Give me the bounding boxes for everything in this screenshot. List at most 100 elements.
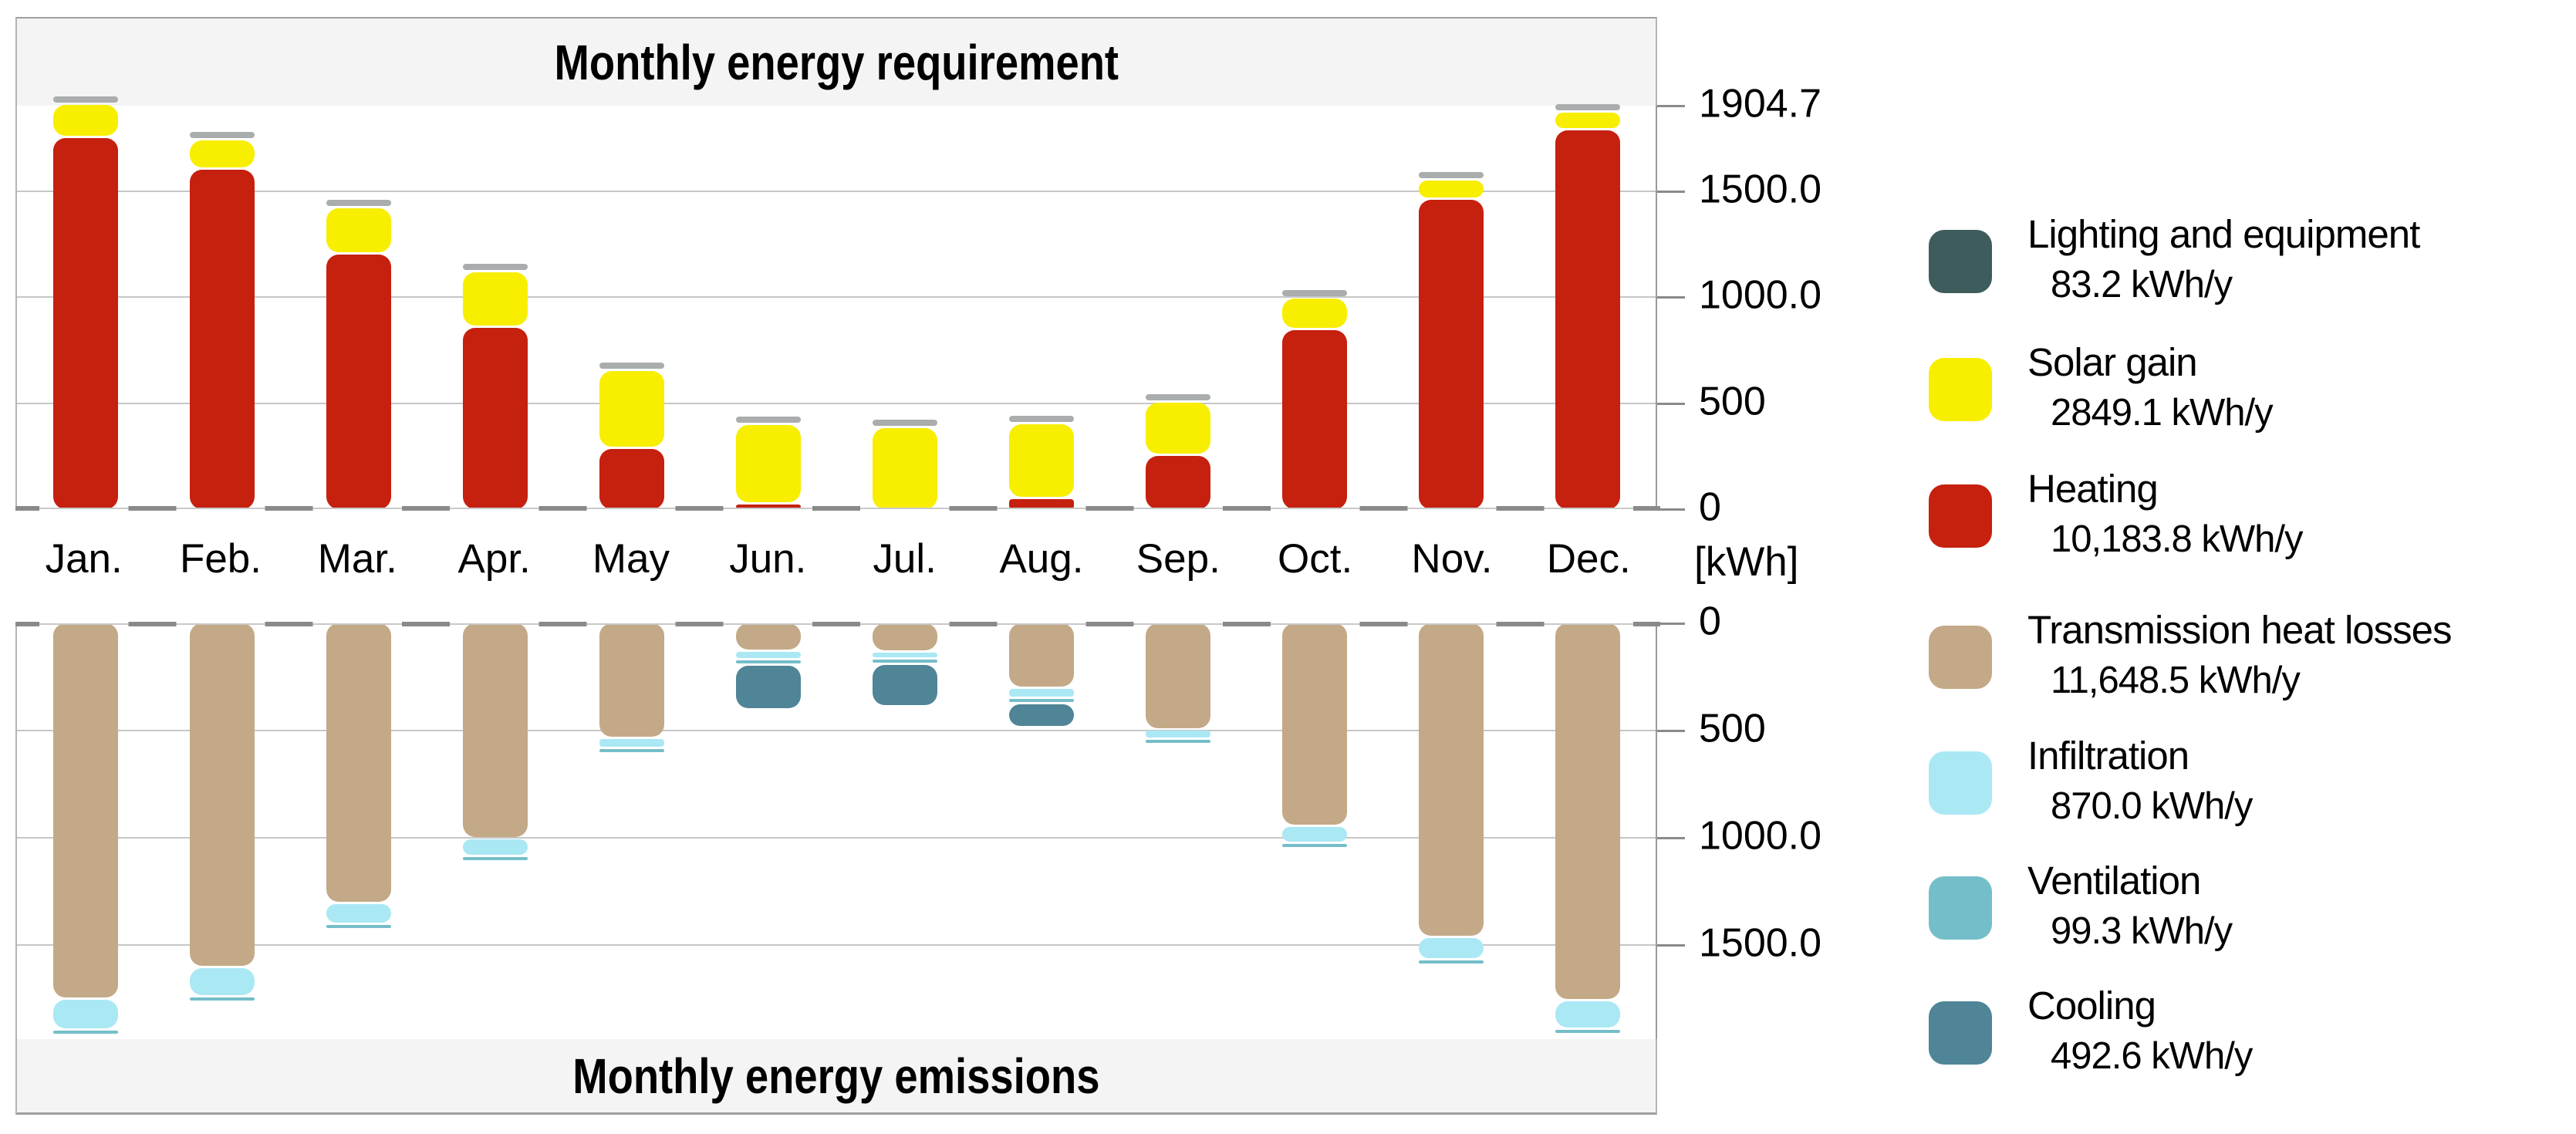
legend-swatch-icon: [1929, 751, 1992, 815]
legend-item-lighting-and-equipment: Lighting and equipment 83.2 kWh/y: [1929, 210, 2420, 310]
bar-stack-nov: [1383, 623, 1519, 1039]
lighting-segment: [326, 200, 391, 207]
legend-swatch-icon: [1929, 484, 1992, 548]
bar-stack-feb: [154, 106, 290, 509]
month-label-jan: Jan.: [45, 535, 123, 582]
month-label-apr: Apr.: [457, 535, 531, 582]
bar-stack-sep: [1109, 106, 1246, 509]
legend-label: Infiltration: [2027, 734, 2189, 778]
bar-stack-oct: [1246, 623, 1383, 1039]
lighting-segment: [189, 132, 255, 139]
ventilation-segment: [735, 660, 801, 663]
transmission-segment: [735, 623, 801, 650]
heating-segment: [326, 255, 391, 509]
ventilation-segment: [1418, 960, 1484, 964]
legend-label: Transmission heat losses: [2027, 608, 2453, 652]
lighting-segment: [1008, 415, 1074, 422]
infiltration-segment: [189, 968, 255, 996]
bar-stack-feb: [154, 623, 290, 1039]
y-tick-mark: [1657, 402, 1685, 405]
month-label-mar: Mar.: [317, 535, 397, 582]
bar-stack-jan: [17, 96, 154, 509]
gridline-500: [17, 402, 1656, 404]
legend-item-infiltration: Infiltration 870.0 kWh/y: [1929, 731, 2253, 832]
legend-swatch-icon: [1929, 230, 1992, 293]
legend-value: 492.6 kWh/y: [2051, 1035, 2253, 1077]
legend-item-transmission-heat-losses: Transmission heat losses 11,648.5 kWh/y: [1929, 606, 2453, 706]
solar-gain-segment: [1418, 181, 1484, 198]
legend-value: 99.3 kWh/y: [2051, 910, 2233, 952]
gridline-1000: [17, 296, 1656, 299]
legend-item-cooling: Cooling 492.6 kWh/y: [1929, 981, 2253, 1082]
transmission-segment: [599, 623, 664, 737]
bar-stack-apr: [427, 106, 563, 509]
legend-text: Infiltration 870.0 kWh/y: [2027, 731, 2253, 832]
solar-gain-segment: [1008, 424, 1074, 498]
requirement-plot-area: [15, 96, 1660, 511]
y-tick-mark: [1657, 191, 1685, 194]
solar-gain-segment: [735, 424, 801, 502]
heating-segment: [52, 138, 118, 509]
lighting-segment: [599, 363, 664, 370]
solar-gain-segment: [1145, 403, 1210, 454]
gridline-1000: [17, 837, 1656, 839]
legend-swatch-icon: [1929, 626, 1992, 689]
bar-stack-nov: [1383, 106, 1519, 509]
month-label-nov: Nov.: [1411, 535, 1493, 582]
emissions-chart: Monthly energy emissions: [15, 622, 1660, 1115]
emissions-title-band: Monthly energy emissions: [15, 1039, 1657, 1115]
solar-gain-segment: [1281, 298, 1347, 328]
bar-stack-jul: [836, 106, 973, 509]
legend-value: 11,648.5 kWh/y: [2051, 660, 2301, 701]
month-label-may: May: [592, 535, 670, 582]
infiltration-segment: [1145, 731, 1210, 737]
lighting-segment: [1418, 172, 1484, 179]
transmission-segment: [872, 623, 937, 651]
bar-stack-jan: [17, 623, 154, 1039]
legend-item-solar-gain: Solar gain 2849.1 kWh/y: [1929, 338, 2274, 438]
legend-swatch-icon: [1929, 358, 1992, 421]
y-tick-mark: [1657, 944, 1685, 947]
heating-segment: [599, 448, 664, 509]
legend-label: Cooling: [2027, 984, 2156, 1028]
bar-stack-apr: [427, 623, 563, 1039]
y-tick-mark: [1657, 730, 1685, 733]
infiltration-segment: [1555, 1001, 1620, 1028]
month-axis: Jan. Feb. Mar. Apr. May Jun. Jul. Aug. Sep. Oct. N…: [15, 534, 1657, 583]
infiltration-segment: [52, 1000, 118, 1029]
cooling-segment: [1008, 704, 1074, 727]
y-tick-label: 1500.0: [1699, 920, 1822, 966]
y-tick-label: 500: [1699, 706, 1766, 751]
legend-swatch-icon: [1929, 876, 1992, 940]
y-tick-mark: [1657, 837, 1685, 840]
bar-stack-mar: [290, 623, 427, 1039]
legend-label: Ventilation: [2027, 859, 2201, 903]
y-tick-mark: [1657, 508, 1685, 511]
solar-gain-segment: [1555, 112, 1620, 128]
ventilation-segment: [189, 997, 255, 1001]
y-tick-label: 1000.0: [1699, 273, 1822, 319]
lighting-segment: [462, 263, 528, 270]
solar-gain-segment: [462, 272, 528, 326]
bar-stack-sep: [1109, 623, 1246, 1039]
bar-stack-jun: [700, 623, 836, 1039]
month-label-sep: Sep.: [1136, 535, 1220, 582]
legend-text: Heating 10,183.8 kWh/y: [2027, 464, 2303, 565]
legend-text: Lighting and equipment 83.2 kWh/y: [2027, 210, 2420, 310]
bar-stack-oct: [1246, 106, 1383, 509]
lighting-segment: [1555, 103, 1620, 110]
transmission-segment: [1418, 623, 1484, 937]
y-tick-label: 0: [1699, 484, 1721, 530]
gridline-500: [17, 730, 1656, 732]
ventilation-segment: [1555, 1030, 1620, 1034]
month-label-aug: Aug.: [999, 535, 1084, 582]
zero-axis-dashes: [15, 622, 1660, 626]
bar-stack-dec: [1519, 623, 1656, 1039]
lighting-segment: [52, 96, 118, 103]
y-tick-label: 1904.7: [1699, 81, 1822, 127]
heating-segment: [1555, 130, 1620, 509]
bar-stack-may: [563, 106, 700, 509]
solar-gain-segment: [52, 104, 118, 137]
heating-segment: [1145, 455, 1210, 509]
